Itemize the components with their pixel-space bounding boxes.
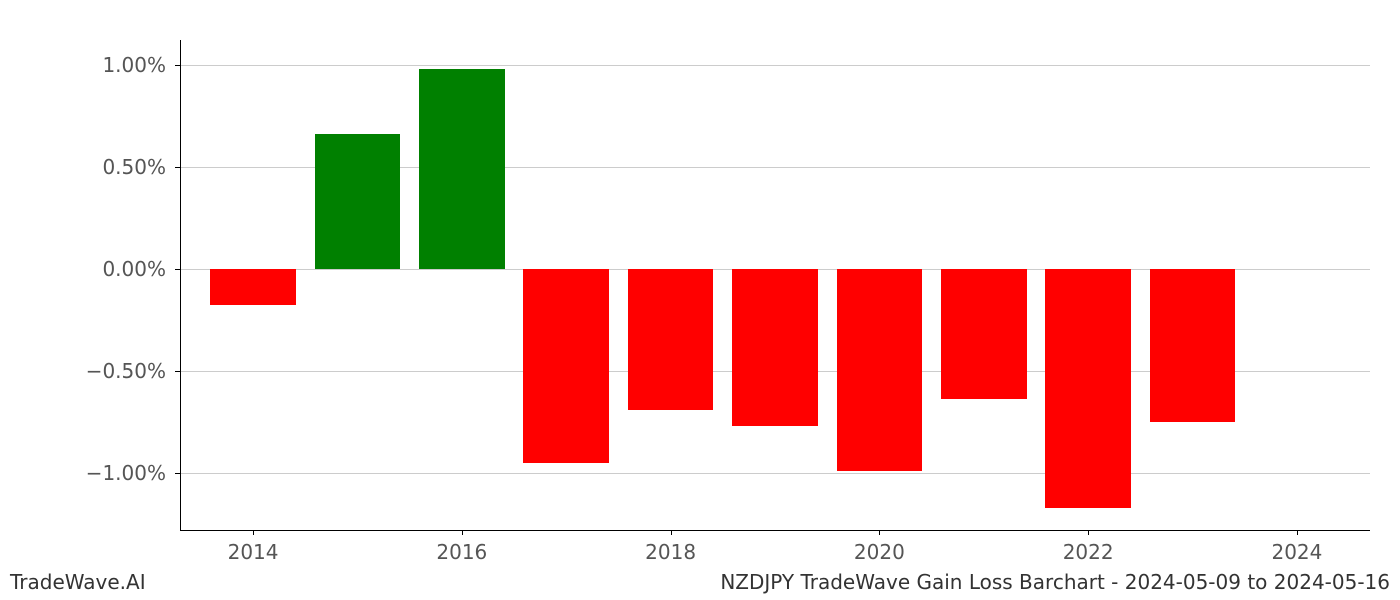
ytick-label: −0.50% [0, 359, 166, 383]
bar [628, 269, 714, 410]
axis-spine-bottom [180, 530, 1370, 531]
xtick-label: 2018 [645, 540, 696, 564]
plot-area [180, 40, 1370, 530]
xtick-label: 2022 [1063, 540, 1114, 564]
ytick-label: 0.00% [0, 257, 166, 281]
bar [1150, 269, 1236, 422]
bar [732, 269, 818, 426]
bar [315, 134, 401, 269]
bar [1045, 269, 1131, 508]
bar [523, 269, 609, 463]
caption-right: NZDJPY TradeWave Gain Loss Barchart - 20… [720, 570, 1390, 594]
bar [837, 269, 923, 471]
bar [210, 269, 296, 306]
gridline-y [180, 473, 1370, 474]
xtick-label: 2024 [1271, 540, 1322, 564]
gain-loss-barchart-figure: TradeWave.AI NZDJPY TradeWave Gain Loss … [0, 0, 1400, 600]
watermark-left: TradeWave.AI [10, 570, 146, 594]
ytick-label: −1.00% [0, 461, 166, 485]
xtick-label: 2014 [228, 540, 279, 564]
xtick-label: 2020 [854, 540, 905, 564]
gridline-y [180, 65, 1370, 66]
bar [419, 69, 505, 269]
bar [941, 269, 1027, 400]
ytick-label: 1.00% [0, 53, 166, 77]
axis-spine-left [180, 40, 181, 530]
xtick-label: 2016 [436, 540, 487, 564]
ytick-label: 0.50% [0, 155, 166, 179]
